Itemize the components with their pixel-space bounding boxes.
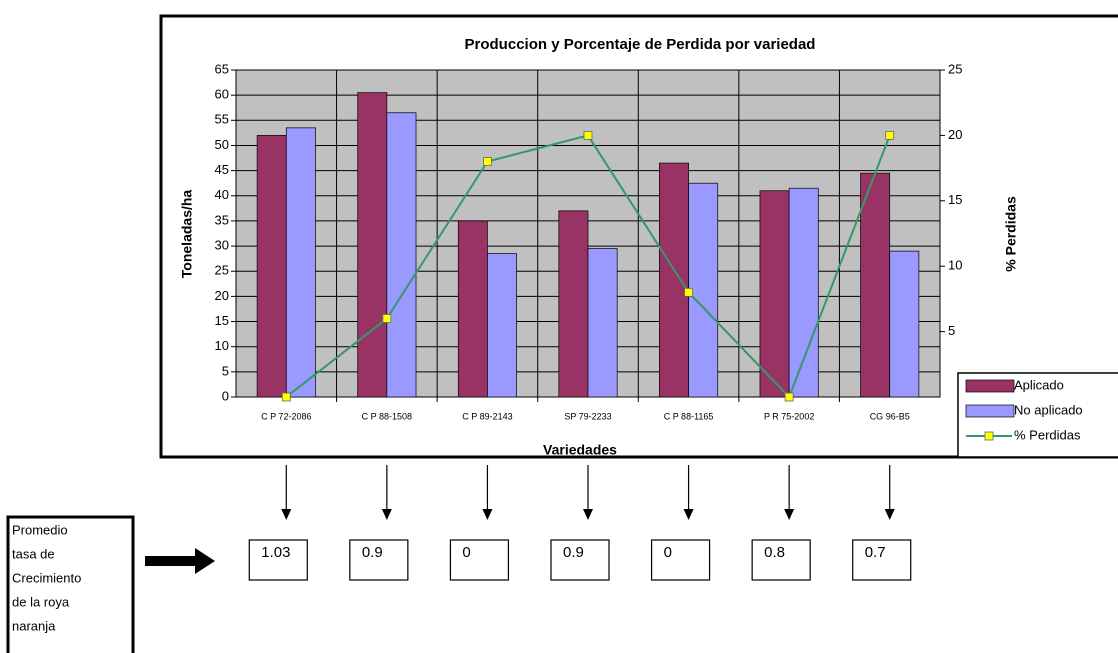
arrow-head (381, 509, 392, 520)
y-tick-label: 15 (215, 313, 229, 328)
note-line: de la roya (12, 594, 70, 609)
growth-rate: 0 (664, 544, 672, 561)
growth-rate: 0 (462, 544, 470, 561)
legend-swatch (965, 379, 1015, 393)
y2-tick-label: 5 (948, 323, 955, 338)
growth-rate: 1.03 (261, 544, 290, 561)
chart-title: Produccion y Porcentaje de Perdida por v… (465, 36, 816, 53)
note-box (6, 515, 135, 653)
bar (587, 248, 618, 398)
y-tick-label: 40 (215, 187, 229, 202)
y-tick-label: 65 (215, 61, 229, 76)
x-tick-label: C P 88-1165 (664, 411, 714, 421)
bar (256, 135, 287, 398)
bar (558, 210, 589, 398)
growth-rate: 0.9 (563, 544, 584, 561)
bar (386, 112, 417, 398)
y2-tick-label: 25 (948, 61, 962, 76)
legend-label: No aplicado (1014, 402, 1083, 417)
value-box (449, 539, 510, 581)
y2-axis-title: % Perdidas (1003, 196, 1019, 272)
x-tick-label: P R 75-2002 (764, 411, 814, 421)
marker (583, 130, 593, 140)
value-box (751, 539, 811, 581)
y-axis-title: Toneladas/ha (179, 190, 195, 279)
x-axis-title: Variedades (543, 442, 617, 458)
arrow-head (884, 509, 895, 520)
bar (759, 190, 790, 398)
value-box (550, 539, 610, 581)
note-line: Crecimiento (12, 570, 81, 585)
note-line: naranja (12, 618, 56, 633)
value-box (349, 539, 409, 581)
y-tick-label: 10 (215, 338, 229, 353)
note-line: Promedio (12, 522, 68, 537)
y-tick-label: 5 (222, 363, 229, 378)
arrow-head (583, 509, 593, 520)
arrow-head (784, 509, 795, 520)
y2-tick-label: 20 (948, 127, 962, 142)
bar (788, 187, 819, 398)
growth-rate: 0.7 (865, 544, 886, 561)
value-box (852, 539, 912, 581)
bar (285, 127, 316, 398)
y-tick-label: 60 (215, 87, 229, 102)
legend-marker (984, 431, 994, 441)
bar (357, 92, 388, 398)
value-box (248, 539, 308, 581)
bar (688, 182, 719, 398)
bar (889, 250, 920, 398)
growth-rate: 0.8 (764, 544, 785, 561)
growth-rate: 0.9 (362, 544, 383, 561)
marker (885, 130, 895, 140)
big-arrow (145, 548, 215, 574)
x-tick-label: C P 88-1508 (362, 411, 412, 421)
y-tick-label: 20 (215, 288, 229, 303)
marker (684, 287, 693, 297)
x-tick-label: C P 89-2143 (462, 411, 512, 421)
y2-tick-label: 10 (948, 258, 962, 273)
bar (860, 172, 891, 398)
x-tick-label: SP 79-2233 (564, 411, 611, 421)
y-tick-label: 45 (215, 162, 229, 177)
marker (281, 392, 291, 402)
bar (457, 220, 488, 398)
y-tick-label: 55 (215, 112, 229, 127)
bar (659, 162, 689, 398)
value-box (650, 539, 711, 581)
note-line: tasa de (12, 546, 55, 561)
y-tick-label: 30 (215, 238, 229, 253)
x-tick-label: C P 72-2086 (261, 411, 311, 421)
y-tick-label: 35 (215, 212, 229, 227)
arrow-head (281, 509, 292, 520)
legend-label: % Perdidas (1014, 427, 1081, 442)
bar (487, 253, 517, 398)
y-tick-label: 25 (215, 263, 229, 278)
arrow-head (683, 509, 694, 520)
x-tick-label: CG 96-B5 (870, 411, 910, 421)
y-tick-label: 0 (222, 388, 229, 403)
y-tick-label: 50 (215, 137, 229, 152)
arrow-head (482, 509, 493, 520)
marker (784, 392, 794, 402)
y2-tick-label: 15 (948, 192, 962, 207)
marker (483, 157, 492, 166)
legend-swatch (965, 404, 1015, 418)
marker (382, 314, 392, 323)
legend-label: Aplicado (1014, 377, 1064, 392)
